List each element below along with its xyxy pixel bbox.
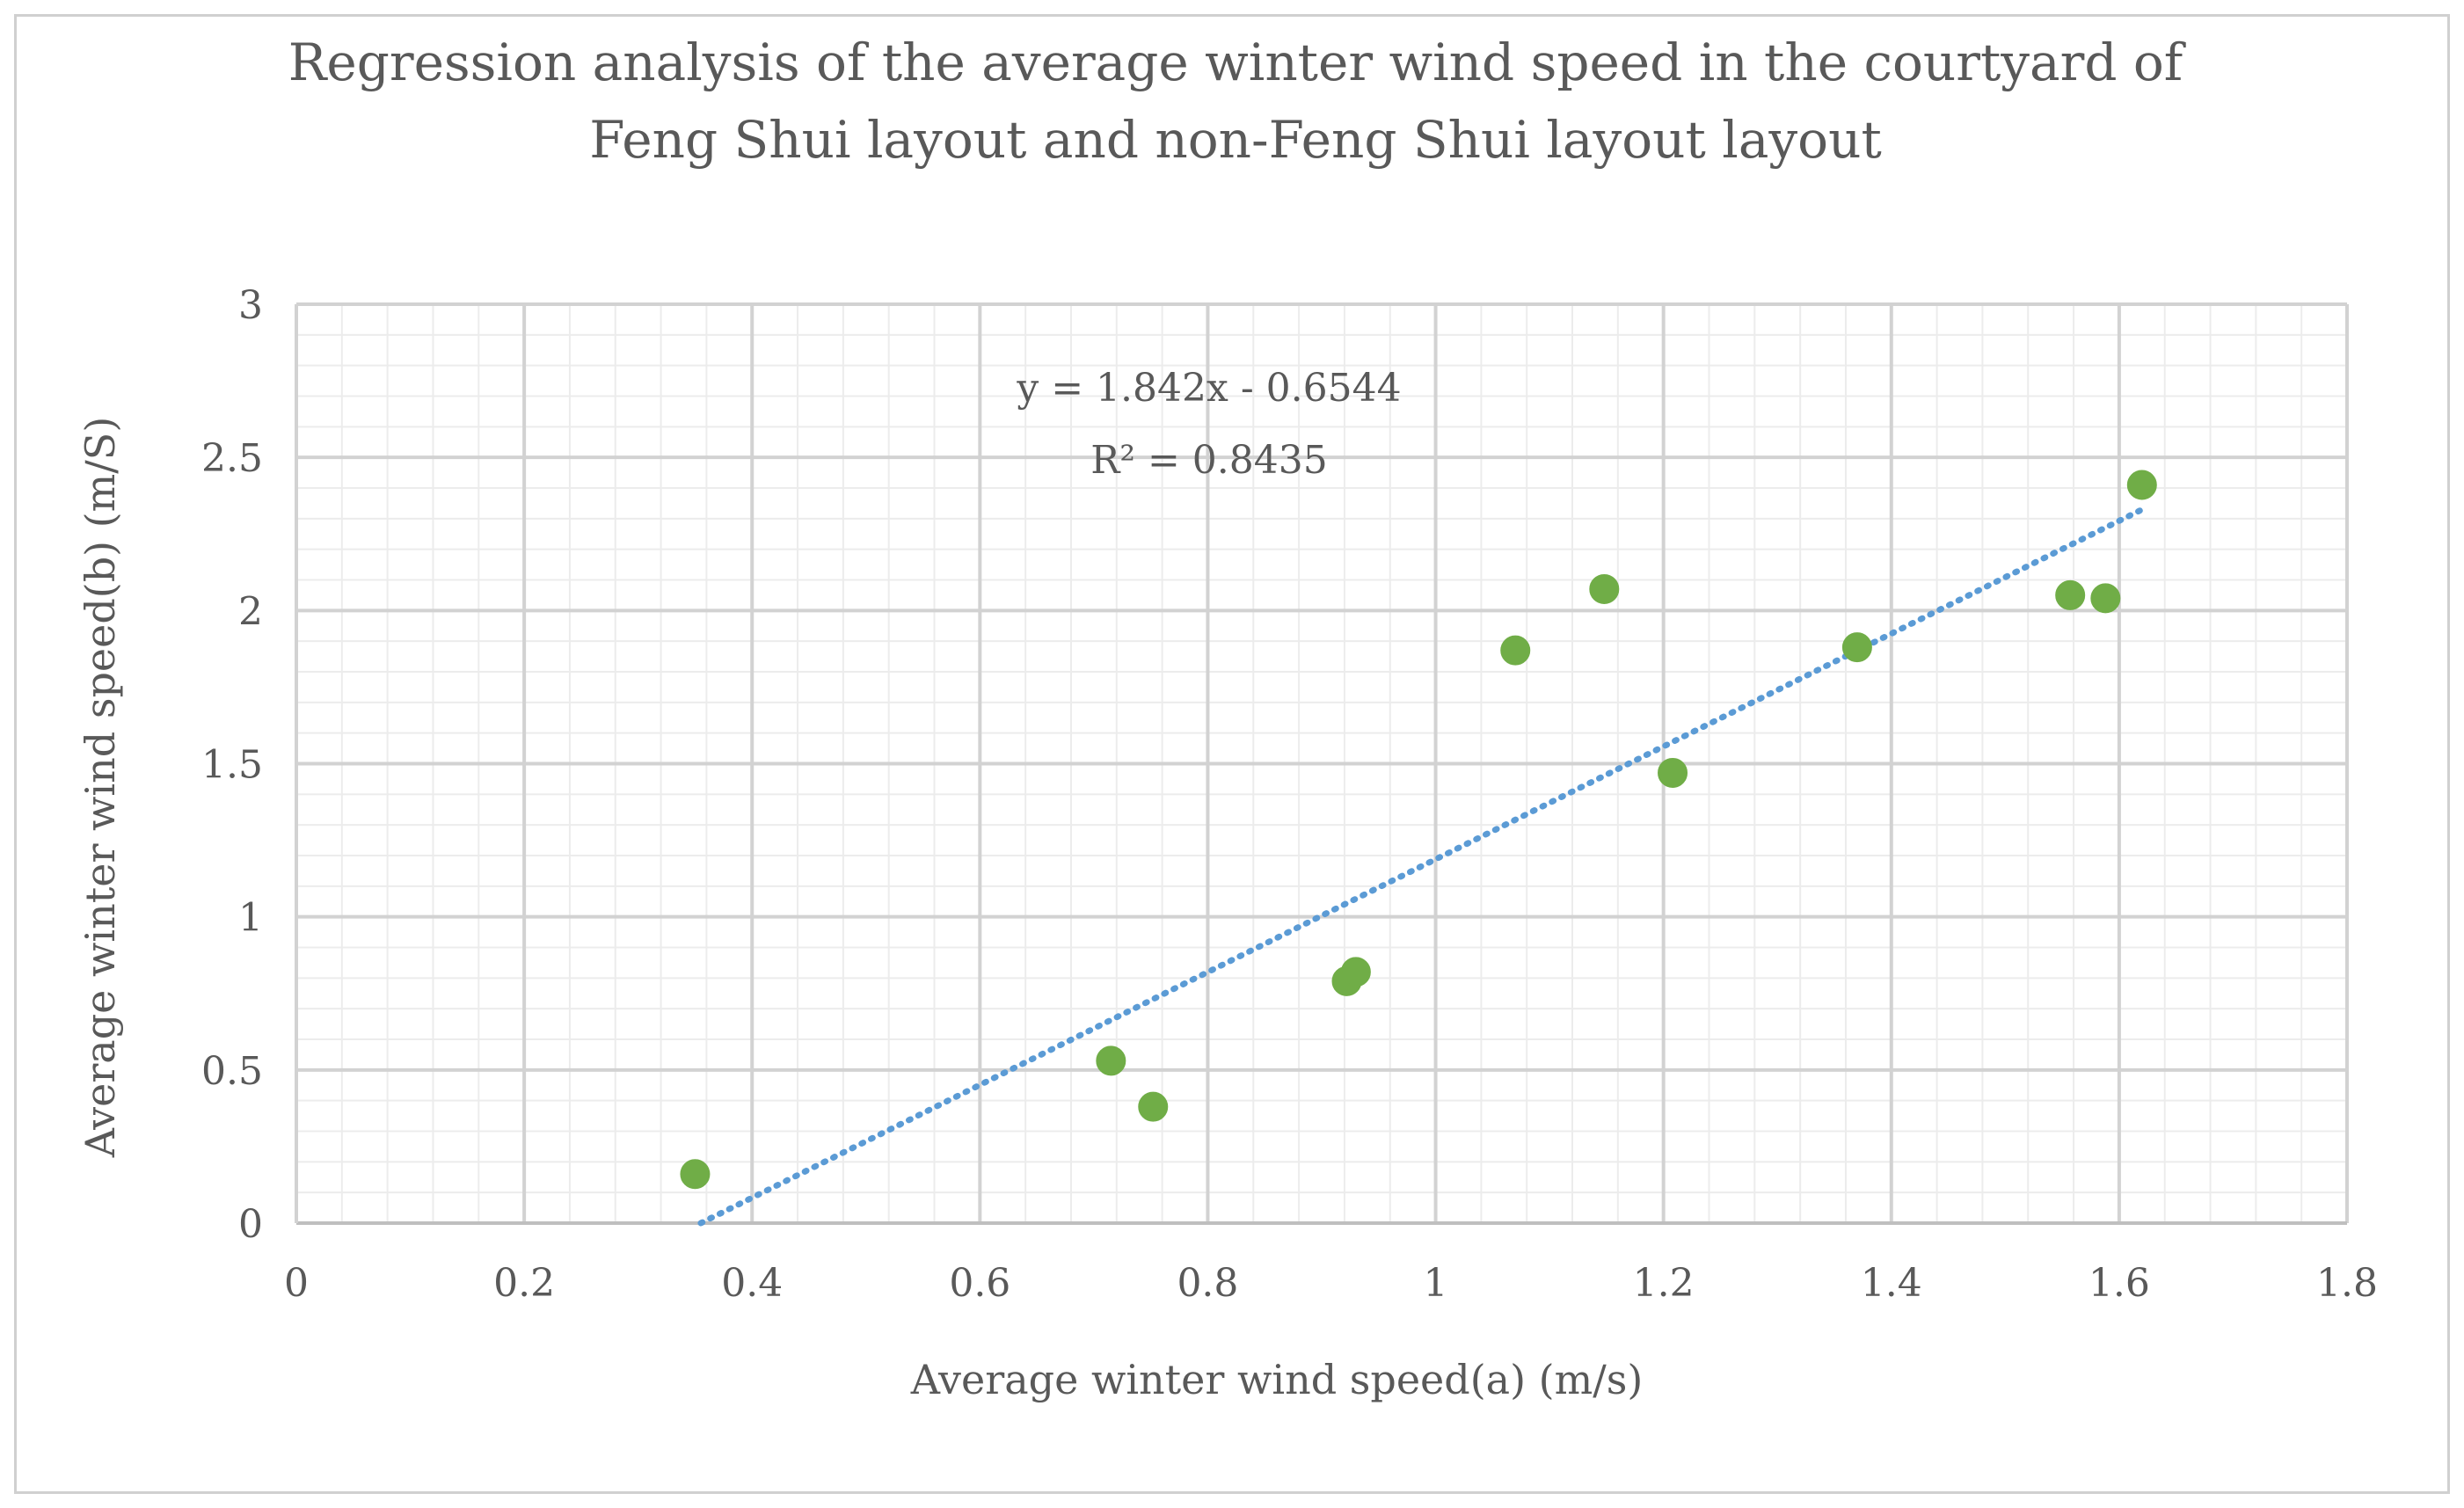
y-tick-label: 1 — [238, 896, 263, 941]
chart-title-line-1: Regression analysis of the average winte… — [288, 33, 2186, 92]
chart-frame: Regression analysis of the average winte… — [14, 14, 2450, 1494]
y-tick-labels: 0 0.5 1 1.5 2 2.5 3 — [201, 283, 263, 1247]
trendline-equation: y = 1.842x - 0.6544 — [1016, 366, 1401, 411]
x-tick-label: 1.4 — [1861, 1261, 1922, 1306]
data-point — [680, 1159, 711, 1190]
x-tick-labels: 0 0.2 0.4 0.6 0.8 1 1.2 1.4 1.6 1.8 — [284, 1261, 2378, 1306]
x-axis-label: Average winter wind speed(a) (m/s) — [910, 1356, 1644, 1403]
y-tick-label: 3 — [238, 283, 263, 328]
data-point — [1096, 1045, 1126, 1076]
data-point — [1340, 957, 1371, 987]
data-point — [1841, 632, 1872, 663]
trendline-r-squared: R² = 0.8435 — [1090, 438, 1328, 483]
x-tick-label: 0.2 — [493, 1261, 555, 1306]
x-tick-label: 1 — [1424, 1261, 1448, 1306]
data-point — [1500, 635, 1531, 666]
x-tick-label: 0 — [284, 1261, 309, 1306]
x-tick-label: 0.4 — [721, 1261, 783, 1306]
y-tick-label: 0.5 — [201, 1049, 263, 1094]
data-point — [2055, 579, 2086, 610]
data-point — [1138, 1091, 1169, 1122]
y-axis-label: Average winter wind speed(b) (m/S) — [77, 417, 124, 1159]
axes — [295, 304, 2347, 1225]
data-point — [2126, 470, 2157, 500]
x-tick-label: 0.6 — [949, 1261, 1010, 1306]
data-points — [680, 470, 2157, 1190]
data-point — [2090, 583, 2121, 614]
y-tick-label: 2 — [238, 589, 263, 634]
trendline — [697, 506, 2146, 1227]
x-tick-label: 1.6 — [2089, 1261, 2150, 1306]
x-tick-label: 1.8 — [2316, 1261, 2378, 1306]
x-tick-label: 0.8 — [1177, 1261, 1238, 1306]
data-point — [1589, 573, 1620, 604]
x-tick-label: 1.2 — [1633, 1261, 1695, 1306]
chart-title-line-2: Feng Shui layout and non-Feng Shui layou… — [589, 110, 1882, 170]
y-tick-label: 1.5 — [201, 743, 263, 788]
y-tick-label: 2.5 — [201, 436, 263, 481]
trendline-group — [697, 506, 2146, 1227]
data-point — [1658, 757, 1688, 788]
chart-svg: Regression analysis of the average winte… — [77, 33, 2378, 1403]
y-tick-label: 0 — [238, 1202, 263, 1247]
